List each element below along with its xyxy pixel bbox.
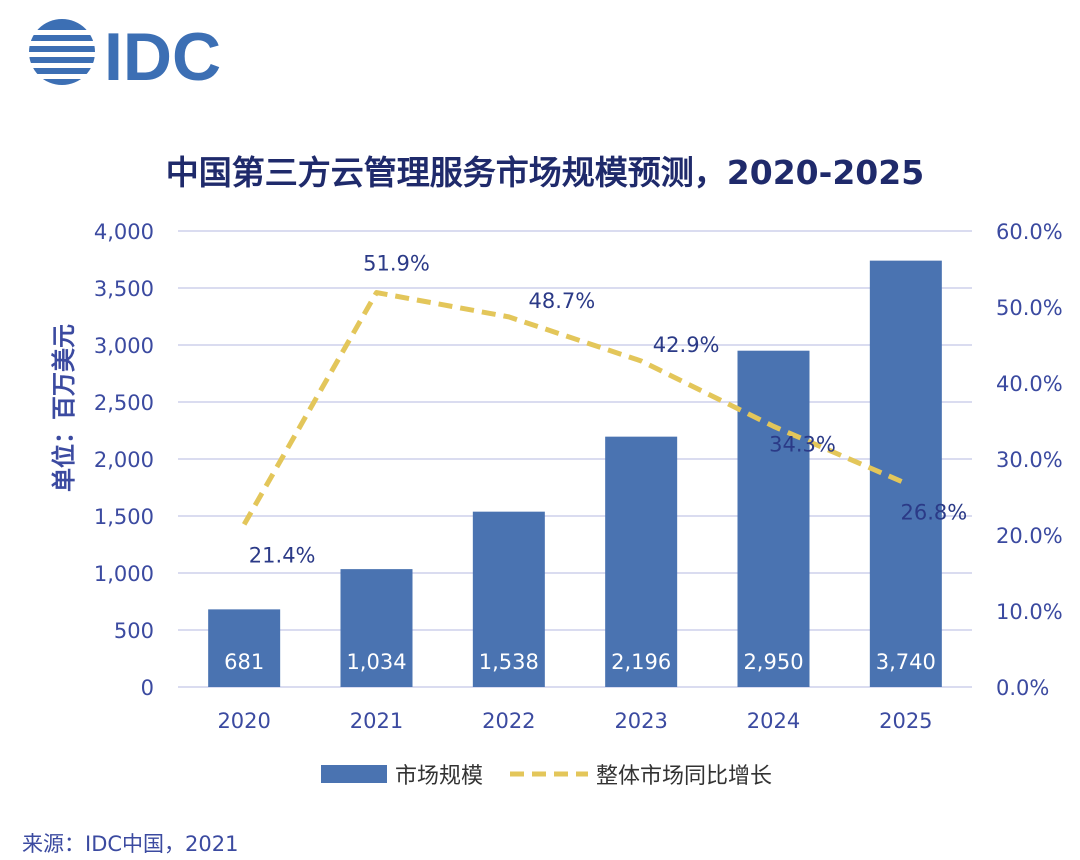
growth-value-label: 42.9%	[653, 333, 720, 357]
y2-tick-label: 20.0%	[996, 524, 1063, 548]
y2-tick-label: 50.0%	[996, 296, 1063, 320]
growth-line-series	[241, 290, 907, 526]
y-tick-label: 4,000	[94, 220, 154, 244]
bar	[340, 569, 413, 687]
legend-label-market-size: 市场规模	[395, 764, 483, 789]
growth-value-label: 51.9%	[363, 252, 430, 276]
x-tick-label: 2023	[614, 709, 667, 733]
y-tick-label: 1,500	[94, 505, 154, 529]
left-axis: 0 500 1,000 1,500 2,000 2,500 3,000 3,500 4,000	[94, 220, 154, 700]
chart-title: 中国第三方云管理服务市场规模预测，2020-2025	[165, 153, 925, 192]
growth-value-label: 34.3%	[769, 432, 836, 456]
y-tick-label: 0	[141, 676, 154, 700]
bar-series	[208, 260, 942, 687]
gridlines	[178, 230, 972, 688]
legend-swatch-market-size	[321, 765, 387, 783]
logo-text: IDC	[104, 19, 221, 94]
y-tick-label: 2,000	[94, 448, 154, 472]
growth-value-label: 21.4%	[249, 543, 316, 567]
x-tick-label: 2024	[747, 709, 800, 733]
growth-value-labels: 21.4% 51.9% 48.7% 42.9% 34.3% 26.8%	[249, 252, 967, 568]
y2-tick-label: 10.0%	[996, 600, 1063, 624]
source-note: 来源：IDC中国，2021	[22, 832, 239, 856]
x-axis: 2020 2021 2022 2023 2024 2025	[217, 709, 932, 733]
bar	[472, 511, 545, 687]
growth-value-label: 26.8%	[900, 500, 967, 524]
y-axis-label: 单位：百万美元	[50, 324, 78, 492]
bar	[737, 350, 810, 687]
x-tick-label: 2020	[217, 709, 270, 733]
bar	[869, 260, 942, 687]
bar-value-label: 2,950	[743, 650, 803, 674]
x-tick-label: 2025	[879, 709, 932, 733]
growth-value-label: 48.7%	[528, 289, 595, 313]
bar-value-label: 681	[224, 650, 264, 674]
bar-value-labels: 681 1,034 1,538 2,196 2,950 3,740	[224, 650, 936, 674]
y-tick-label: 3,000	[94, 334, 154, 358]
globe-icon	[26, 19, 98, 85]
bar	[208, 609, 281, 687]
bar-value-label: 1,034	[346, 650, 406, 674]
x-tick-label: 2021	[350, 709, 403, 733]
bar-value-label: 1,538	[479, 650, 539, 674]
y-tick-label: 500	[114, 619, 154, 643]
bar-value-label: 2,196	[611, 650, 671, 674]
y-tick-label: 3,500	[94, 277, 154, 301]
y-tick-label: 1,000	[94, 562, 154, 586]
x-tick-label: 2022	[482, 709, 535, 733]
bar-value-label: 3,740	[876, 650, 936, 674]
y2-tick-label: 0.0%	[996, 676, 1049, 700]
y2-tick-label: 40.0%	[996, 372, 1063, 396]
legend-label-growth: 整体市场同比增长	[596, 764, 772, 789]
idc-logo: IDC	[26, 19, 221, 94]
y2-tick-label: 30.0%	[996, 448, 1063, 472]
right-axis: 0.0% 10.0% 20.0% 30.0% 40.0% 50.0% 60.0%	[996, 220, 1063, 700]
bar	[605, 436, 678, 687]
legend: 市场规模 整体市场同比增长	[321, 764, 772, 789]
y2-tick-label: 60.0%	[996, 220, 1063, 244]
growth-line	[241, 290, 907, 526]
y-tick-label: 2,500	[94, 391, 154, 415]
